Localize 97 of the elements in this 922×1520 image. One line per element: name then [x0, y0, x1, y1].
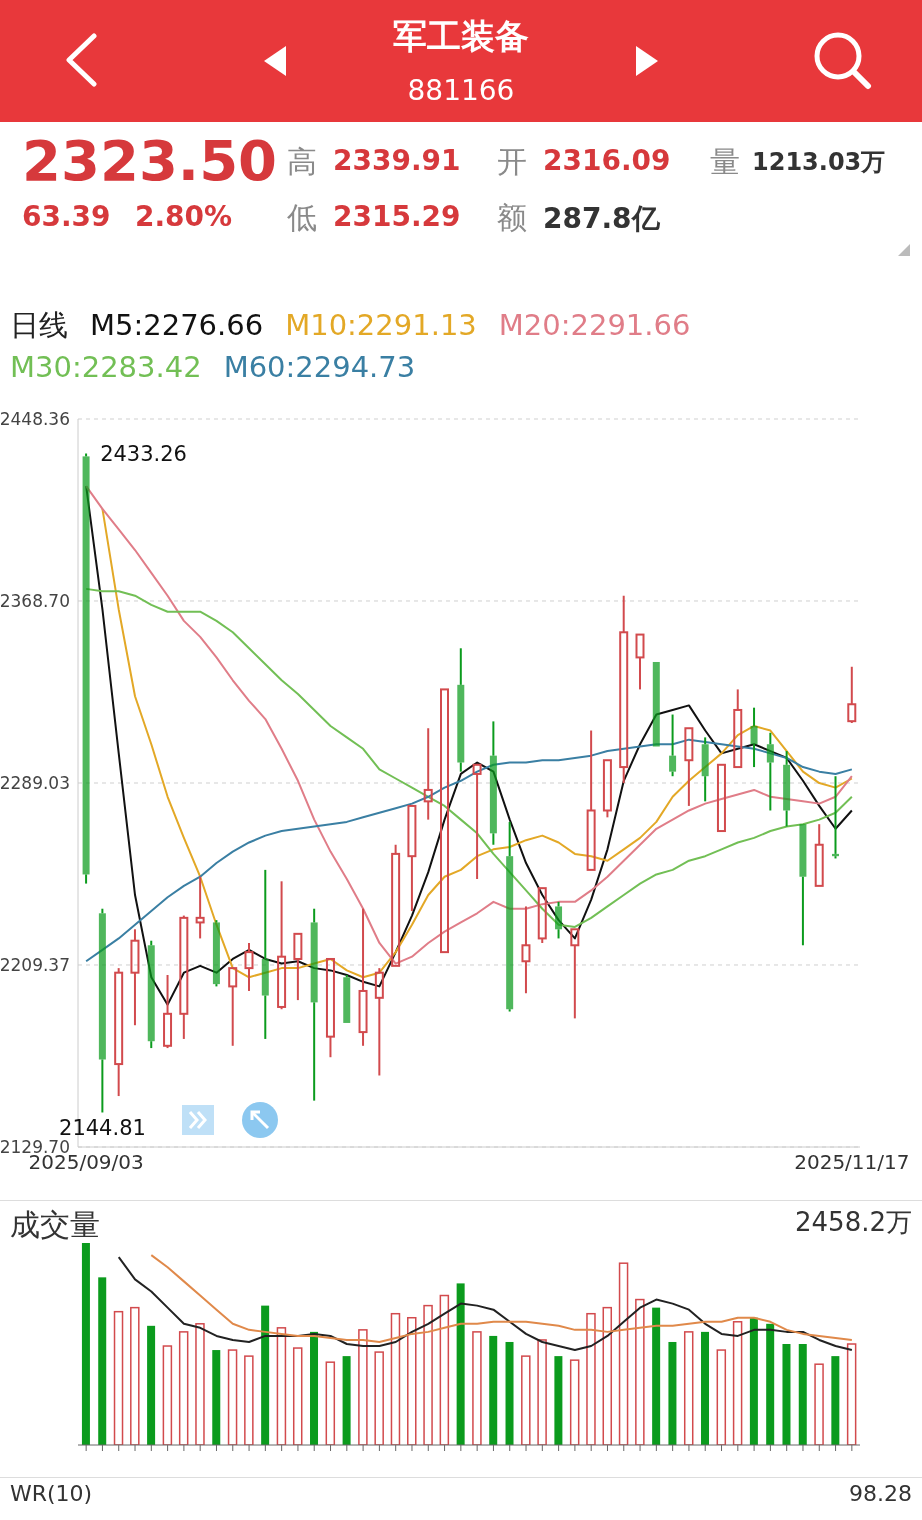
text: 2.80%: [135, 200, 233, 233]
bar: [390, 1312, 401, 1445]
y-tick-label: 2209.37: [0, 955, 70, 976]
text: 低: [287, 199, 317, 237]
bar: [244, 1355, 254, 1445]
bar: [569, 1359, 580, 1445]
bar: [423, 1304, 433, 1445]
text: 2316.09: [543, 144, 671, 177]
bar: [374, 1351, 384, 1445]
bar: [98, 1277, 107, 1445]
text: 287.8亿: [543, 201, 660, 237]
bar: [358, 1329, 368, 1445]
bar: [831, 1356, 840, 1445]
bar: [635, 1298, 645, 1445]
text: M60:2294.73: [223, 349, 416, 386]
bar: [846, 1343, 857, 1445]
bar: [586, 1312, 596, 1445]
bar: [683, 1331, 694, 1445]
bar: [325, 1361, 336, 1445]
candlestick: [489, 720, 497, 846]
bar: [602, 1306, 613, 1445]
annotation: 2433.26: [100, 441, 187, 466]
text: 1213.03万: [752, 147, 886, 178]
x-tick-label: 2025/11/17: [794, 1150, 910, 1175]
bar: [261, 1305, 270, 1445]
bar: [212, 1350, 221, 1445]
candlestick: [783, 750, 791, 828]
candlestick: [766, 731, 774, 812]
bar: [342, 1356, 351, 1445]
text: 2315.29: [333, 200, 461, 233]
text: 军工装备: [392, 15, 530, 58]
bar: [162, 1345, 173, 1445]
text: 额: [497, 199, 527, 237]
candlestick: [701, 736, 709, 803]
bar: [276, 1327, 287, 1445]
text: M20:2291.66: [498, 307, 691, 344]
bar: [227, 1349, 238, 1445]
bar: [489, 1335, 498, 1445]
bar: [521, 1355, 531, 1445]
bar: [147, 1325, 156, 1445]
candlestick: [506, 820, 514, 1013]
text: 2323.50: [22, 128, 278, 193]
candlestick: [750, 706, 758, 769]
annotation: 2144.81: [59, 1116, 146, 1141]
text: 2458.2万: [795, 1206, 912, 1239]
bar: [618, 1262, 629, 1445]
bar: [178, 1331, 189, 1445]
bar: [472, 1331, 482, 1445]
bar: [310, 1331, 319, 1445]
bar: [554, 1356, 563, 1445]
bar: [716, 1349, 727, 1445]
bar: [113, 1310, 124, 1445]
candlestick: [457, 647, 465, 773]
bar: [81, 1243, 90, 1445]
text: 98.28: [849, 1481, 912, 1506]
candlestick: [195, 875, 205, 940]
text: 2339.91: [333, 144, 461, 177]
bar: [782, 1344, 791, 1445]
candlestick: [358, 907, 368, 1047]
bar: [701, 1331, 710, 1445]
bar: [732, 1321, 743, 1445]
bar: [439, 1294, 450, 1445]
bar: [537, 1339, 547, 1445]
bar: [407, 1316, 417, 1445]
text: 63.39: [22, 200, 111, 233]
bar: [798, 1344, 807, 1445]
text: M5:2276.66: [90, 307, 264, 344]
y-tick-label: 2368.70: [0, 591, 70, 612]
candlestick: [130, 928, 140, 1027]
bar: [130, 1306, 140, 1445]
candlestick: [310, 907, 318, 1102]
y-tick-label: 2448.36: [0, 409, 70, 430]
text: M10:2291.13: [285, 307, 477, 344]
legend-title: 日线: [10, 307, 68, 344]
text: M30:2283.42: [10, 349, 202, 386]
text: 开: [497, 143, 527, 181]
candlestick: [619, 594, 629, 785]
bar: [814, 1363, 824, 1445]
chart-title: 成交量: [10, 1206, 100, 1244]
text: WR(10): [10, 1481, 93, 1506]
candlestick: [82, 452, 90, 885]
candlestick: [423, 727, 433, 821]
bar: [456, 1283, 465, 1445]
bar: [749, 1317, 758, 1445]
bar: [292, 1347, 303, 1445]
bar: [766, 1323, 775, 1445]
text: 高: [287, 143, 317, 181]
candlestick: [521, 905, 531, 995]
bar: [668, 1341, 677, 1445]
y-tick-label: 2289.03: [0, 773, 70, 794]
text: 量: [710, 143, 740, 181]
line-series: [85, 738, 853, 963]
candlestick: [261, 868, 269, 1040]
bar: [652, 1307, 661, 1445]
bar: [505, 1341, 514, 1445]
text: 881166: [406, 74, 516, 107]
bar: [195, 1323, 205, 1445]
